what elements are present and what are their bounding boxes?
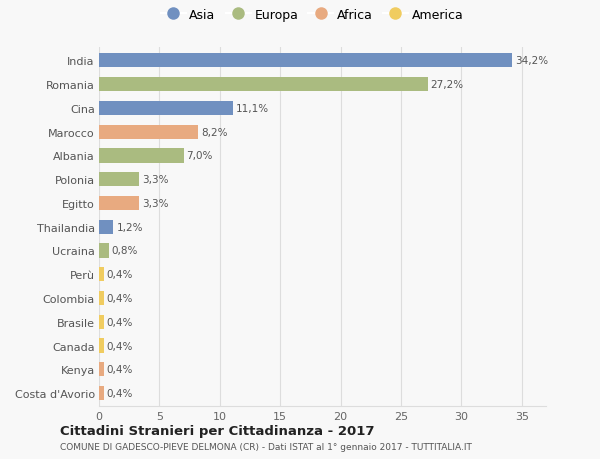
- Text: 1,2%: 1,2%: [116, 222, 143, 232]
- Legend: Asia, Europa, Africa, America: Asia, Europa, Africa, America: [161, 9, 463, 22]
- Text: COMUNE DI GADESCO-PIEVE DELMONA (CR) - Dati ISTAT al 1° gennaio 2017 - TUTTITALI: COMUNE DI GADESCO-PIEVE DELMONA (CR) - D…: [60, 442, 472, 451]
- Bar: [99, 339, 104, 353]
- Text: 11,1%: 11,1%: [236, 104, 269, 114]
- Text: 0,4%: 0,4%: [107, 317, 133, 327]
- Bar: [99, 101, 233, 116]
- Bar: [99, 173, 139, 187]
- Text: 27,2%: 27,2%: [431, 80, 464, 90]
- Bar: [99, 54, 512, 68]
- Bar: [99, 244, 109, 258]
- Bar: [99, 315, 104, 329]
- Bar: [99, 220, 113, 234]
- Text: 8,2%: 8,2%: [201, 128, 227, 137]
- Text: 3,3%: 3,3%: [142, 175, 169, 185]
- Bar: [99, 196, 139, 211]
- Text: 7,0%: 7,0%: [187, 151, 213, 161]
- Bar: [99, 386, 104, 400]
- Text: 0,4%: 0,4%: [107, 269, 133, 280]
- Bar: [99, 78, 428, 92]
- Bar: [99, 291, 104, 305]
- Text: Cittadini Stranieri per Cittadinanza - 2017: Cittadini Stranieri per Cittadinanza - 2…: [60, 424, 374, 437]
- Bar: [99, 149, 184, 163]
- Text: 0,4%: 0,4%: [107, 364, 133, 375]
- Text: 34,2%: 34,2%: [515, 56, 548, 66]
- Bar: [99, 362, 104, 376]
- Text: 3,3%: 3,3%: [142, 198, 169, 208]
- Text: 0,4%: 0,4%: [107, 293, 133, 303]
- Bar: [99, 125, 198, 140]
- Text: 0,8%: 0,8%: [112, 246, 138, 256]
- Text: 0,4%: 0,4%: [107, 388, 133, 398]
- Bar: [99, 268, 104, 282]
- Text: 0,4%: 0,4%: [107, 341, 133, 351]
